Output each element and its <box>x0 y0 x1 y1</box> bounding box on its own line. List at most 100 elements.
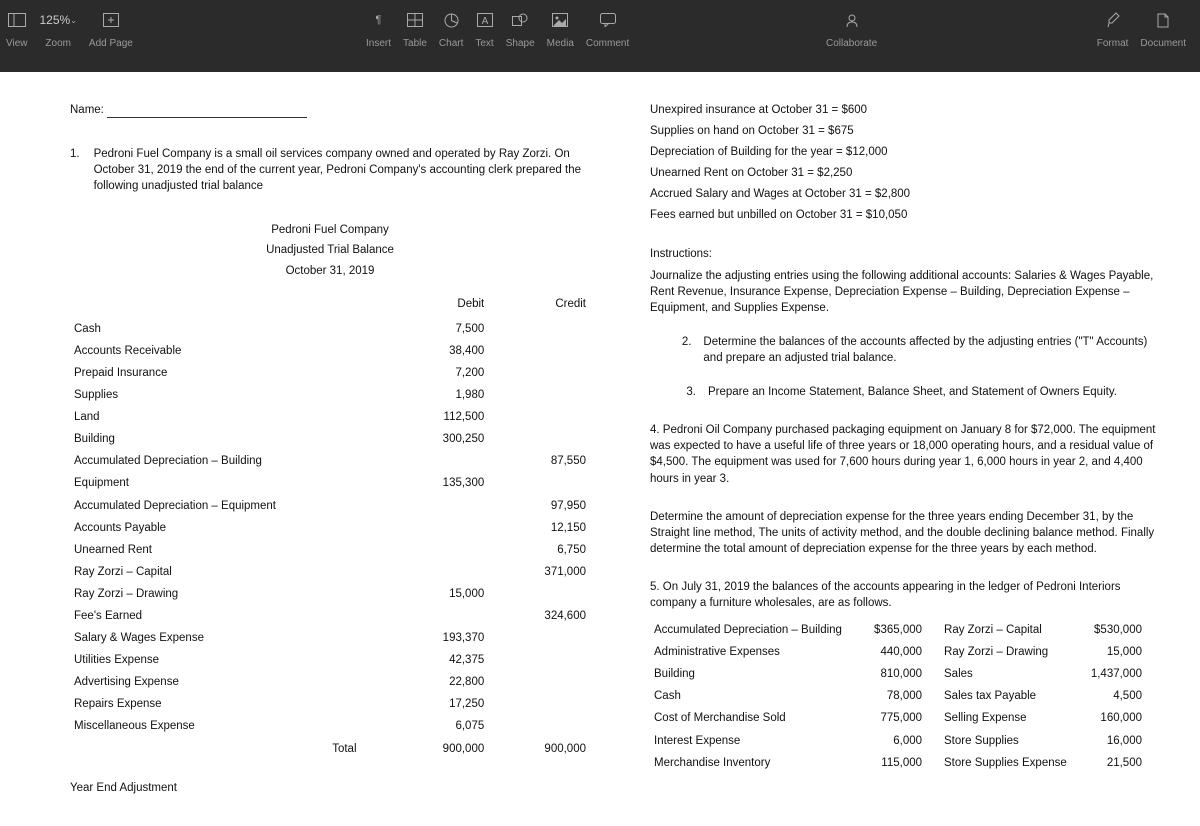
ledger-amount: 21,500 <box>1087 752 1160 774</box>
account-name: Fee's Earned <box>70 605 387 627</box>
debit-cell: 42,375 <box>387 649 489 671</box>
ledger-amount: 15,000 <box>1087 641 1160 663</box>
ledger-account: Sales tax Payable <box>940 685 1087 707</box>
document-page: Name: 1. Pedroni Fuel Company is a small… <box>0 72 1200 826</box>
instructions-text: Journalize the adjusting entries using t… <box>650 268 1160 316</box>
collaborate-button[interactable]: Collaborate <box>820 0 883 49</box>
account-name: Prepaid Insurance <box>70 362 387 384</box>
trial-balance-date: October 31, 2019 <box>70 263 590 279</box>
credit-cell <box>488 318 590 340</box>
chart-icon <box>444 8 459 32</box>
ledger-amount: $530,000 <box>1087 619 1160 641</box>
brush-icon <box>1106 8 1120 32</box>
debit-cell: 7,200 <box>387 362 489 384</box>
debit-cell <box>387 539 489 561</box>
credit-cell <box>488 384 590 406</box>
account-name: Accounts Receivable <box>70 340 387 362</box>
comment-button[interactable]: Comment <box>580 0 635 49</box>
credit-cell <box>488 583 590 605</box>
debit-cell: 300,250 <box>387 428 489 450</box>
debit-cell: 38,400 <box>387 340 489 362</box>
credit-cell <box>488 715 590 737</box>
adjustment-info: Supplies on hand on October 31 = $675 <box>650 123 1160 139</box>
credit-cell <box>488 649 590 671</box>
total-debit: 900,000 <box>387 738 489 760</box>
view-button[interactable]: View <box>0 0 34 49</box>
debit-cell <box>387 517 489 539</box>
ledger-account: Cash <box>650 685 870 707</box>
debit-cell <box>387 605 489 627</box>
ledger-account: Interest Expense <box>650 730 870 752</box>
credit-cell <box>488 362 590 384</box>
credit-header: Credit <box>488 293 590 318</box>
ledger-account: Selling Expense <box>940 707 1087 729</box>
shape-button[interactable]: Shape <box>500 0 541 49</box>
credit-cell <box>488 406 590 428</box>
question-number: 2. <box>680 334 691 366</box>
debit-cell: 135,300 <box>387 472 489 494</box>
svg-text:A: A <box>481 16 488 27</box>
debit-cell: 193,370 <box>387 627 489 649</box>
debit-cell <box>387 450 489 472</box>
debit-cell: 6,075 <box>387 715 489 737</box>
text-button[interactable]: A Text <box>469 0 499 49</box>
year-end-heading: Year End Adjustment <box>70 780 590 796</box>
adjustment-info: Depreciation of Building for the year = … <box>650 144 1160 160</box>
ledger-account: Cost of Merchandise Sold <box>650 707 870 729</box>
ledger-account: Ray Zorzi – Capital <box>940 619 1087 641</box>
account-name: Miscellaneous Expense <box>70 715 387 737</box>
credit-cell <box>488 671 590 693</box>
format-button[interactable]: Format <box>1091 0 1135 49</box>
total-credit: 900,000 <box>488 738 590 760</box>
ledger-table: Accumulated Depreciation – Building$365,… <box>650 619 1160 774</box>
account-name: Accounts Payable <box>70 517 387 539</box>
add-page-button[interactable]: Add Page <box>83 0 139 49</box>
account-name: Salary & Wages Expense <box>70 627 387 649</box>
credit-cell: 97,950 <box>488 495 590 517</box>
ledger-amount: 1,437,000 <box>1087 663 1160 685</box>
credit-cell: 6,750 <box>488 539 590 561</box>
sidebar-icon <box>8 8 26 32</box>
adjustment-info: Unearned Rent on October 31 = $2,250 <box>650 165 1160 181</box>
question-4b: Determine the amount of depreciation exp… <box>650 509 1160 557</box>
question-text: Prepare an Income Statement, Balance She… <box>708 384 1117 400</box>
document-icon <box>1157 8 1169 32</box>
insert-button[interactable]: ¶ Insert <box>360 0 397 49</box>
question-number: 1. <box>70 146 80 194</box>
ledger-account: Building <box>650 663 870 685</box>
debit-cell: 15,000 <box>387 583 489 605</box>
account-name: Building <box>70 428 387 450</box>
credit-cell: 87,550 <box>488 450 590 472</box>
question-number: 3. <box>680 384 696 400</box>
credit-cell: 371,000 <box>488 561 590 583</box>
debit-cell: 17,250 <box>387 693 489 715</box>
credit-cell <box>488 472 590 494</box>
text-icon: A <box>477 8 493 32</box>
chart-button[interactable]: Chart <box>433 0 469 49</box>
ledger-account: Ray Zorzi – Drawing <box>940 641 1087 663</box>
zoom-value[interactable]: 125% <box>40 13 71 27</box>
shape-icon <box>512 8 528 32</box>
question-4: 4. Pedroni Oil Company purchased packagi… <box>650 422 1160 486</box>
account-name: Repairs Expense <box>70 693 387 715</box>
total-label: Total <box>70 738 387 760</box>
pilcrow-icon: ¶ <box>376 8 382 32</box>
table-button[interactable]: Table <box>397 0 433 49</box>
credit-cell: 324,600 <box>488 605 590 627</box>
document-button[interactable]: Document <box>1134 0 1192 49</box>
debit-cell: 112,500 <box>387 406 489 428</box>
trial-balance-company: Pedroni Fuel Company <box>70 222 590 238</box>
question-5: 5. On July 31, 2019 the balances of the … <box>650 579 1160 611</box>
add-page-icon <box>103 8 119 32</box>
account-name: Cash <box>70 318 387 340</box>
debit-cell <box>387 561 489 583</box>
debit-cell: 1,980 <box>387 384 489 406</box>
ledger-account: Store Supplies Expense <box>940 752 1087 774</box>
credit-cell <box>488 627 590 649</box>
question-text: Determine the balances of the accounts a… <box>703 334 1160 366</box>
ledger-account: Accumulated Depreciation – Building <box>650 619 870 641</box>
media-button[interactable]: Media <box>541 0 580 49</box>
adjustment-info: Accrued Salary and Wages at October 31 =… <box>650 186 1160 202</box>
zoom-control[interactable]: 125% ⌄ Zoom <box>34 0 83 49</box>
ledger-amount: 775,000 <box>870 707 940 729</box>
